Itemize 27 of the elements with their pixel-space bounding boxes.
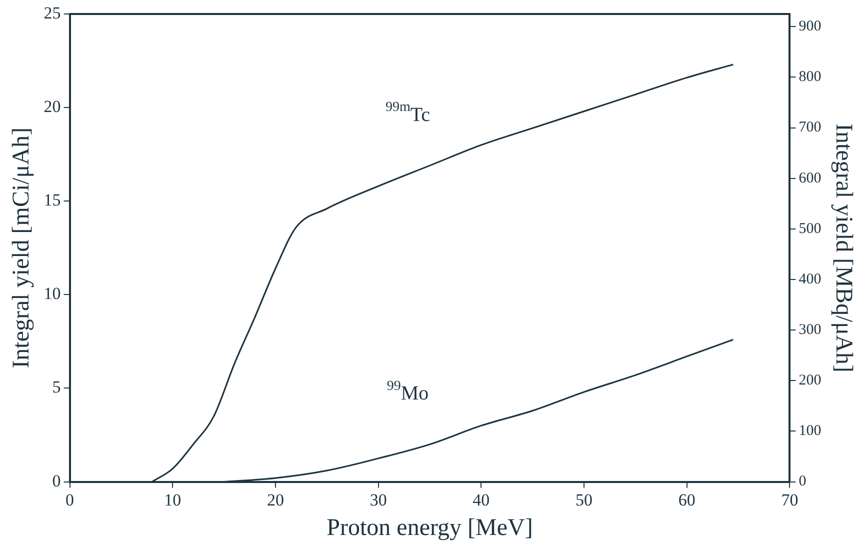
y2-tick-label: 0 bbox=[798, 474, 806, 490]
y2-tick-label: 100 bbox=[798, 423, 822, 440]
y2-axis-title: Integral yield [MBq/μAh] bbox=[830, 123, 856, 372]
y2-tick-label: 400 bbox=[798, 271, 822, 288]
y-tick-label: 5 bbox=[52, 378, 61, 397]
y2-tick-label: 500 bbox=[798, 220, 822, 237]
y-tick-label: 0 bbox=[52, 471, 61, 490]
x-tick-label: 40 bbox=[472, 490, 490, 510]
x-tick-label: 70 bbox=[781, 490, 798, 510]
y2-tick-label: 300 bbox=[798, 322, 822, 338]
y2-tick-label: 600 bbox=[798, 170, 822, 186]
y-tick-label: 15 bbox=[44, 190, 61, 210]
y2-tick-label: 700 bbox=[798, 120, 822, 136]
y2-tick-label: 900 bbox=[798, 18, 822, 35]
x-axis-title: Proton energy [MeV] bbox=[326, 514, 533, 541]
y2-tick-label: 200 bbox=[798, 372, 822, 389]
x-tick-label: 20 bbox=[266, 490, 284, 510]
x-tick-label: 60 bbox=[678, 490, 696, 510]
x-tick-label: 50 bbox=[576, 490, 593, 510]
y-axis-title: Integral yield [mCi/μAh] bbox=[8, 127, 35, 368]
y-tick-label: 20 bbox=[44, 97, 61, 116]
y2-tick-label: 800 bbox=[798, 69, 822, 86]
x-tick-label: 0 bbox=[66, 490, 74, 510]
x-tick-label: 10 bbox=[164, 490, 182, 510]
y-tick-label: 10 bbox=[44, 284, 61, 304]
y-tick-label: 25 bbox=[44, 3, 61, 22]
x-tick-label: 30 bbox=[370, 490, 387, 510]
